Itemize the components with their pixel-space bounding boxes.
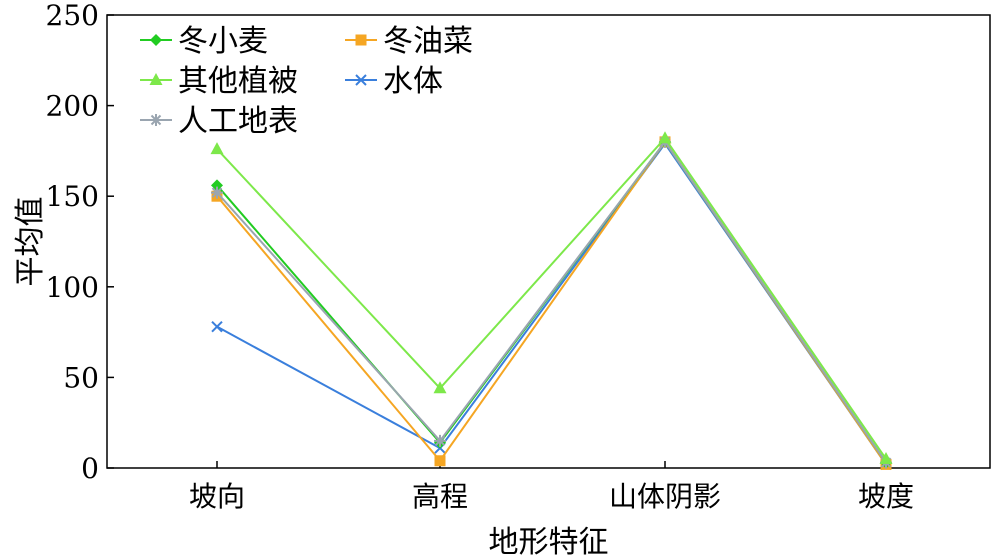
series-line <box>216 136 887 460</box>
data-point <box>434 455 446 467</box>
legend-label: 冬油菜 <box>383 24 473 59</box>
legend-item: 人工地表 <box>140 104 298 139</box>
legend-item: 其他植被 <box>140 64 298 99</box>
y-tick-label: 200 <box>46 90 99 123</box>
plot-area: 0 50 100 150 200 250 坡向 高程 山体阴影 坡度 <box>46 0 991 513</box>
legend-item: 水体 <box>345 64 443 99</box>
legend-marker <box>150 34 162 46</box>
x-axis-title: 地形特征 <box>489 525 609 559</box>
legend-item: 冬油菜 <box>345 24 473 59</box>
legend-marker <box>355 34 367 46</box>
legend-label: 人工地表 <box>178 104 298 139</box>
legend-item: 冬小麦 <box>140 24 268 59</box>
x-tick-label: 坡向 <box>189 480 245 513</box>
data-point <box>433 381 447 394</box>
y-tick-label: 50 <box>63 361 99 394</box>
series-line <box>216 140 887 464</box>
x-tick-label: 坡度 <box>858 480 914 513</box>
data-point <box>210 142 224 155</box>
data-point <box>211 320 223 333</box>
legend-label: 水体 <box>383 64 443 99</box>
data-point <box>211 186 223 199</box>
legend-marker <box>355 74 367 86</box>
y-tick-label: 0 <box>81 452 99 485</box>
data-point <box>658 131 672 144</box>
y-tick-label: 250 <box>46 0 99 32</box>
series-3 <box>210 131 893 464</box>
plot-frame <box>106 14 991 469</box>
legend-marker <box>149 73 163 85</box>
y-axis-title: 平均值 <box>13 197 48 287</box>
x-tick-label: 山体阴影 <box>609 480 721 513</box>
series-2 <box>211 136 892 470</box>
series-layer <box>210 131 893 471</box>
y-tick-label: 150 <box>46 180 99 213</box>
data-point <box>879 451 893 464</box>
legend-marker <box>150 114 162 126</box>
legend-label: 其他植被 <box>178 64 298 99</box>
data-point <box>434 434 446 447</box>
y-tick-label: 100 <box>46 271 99 304</box>
x-tick-label: 高程 <box>412 480 468 513</box>
legend-label: 冬小麦 <box>178 24 268 59</box>
